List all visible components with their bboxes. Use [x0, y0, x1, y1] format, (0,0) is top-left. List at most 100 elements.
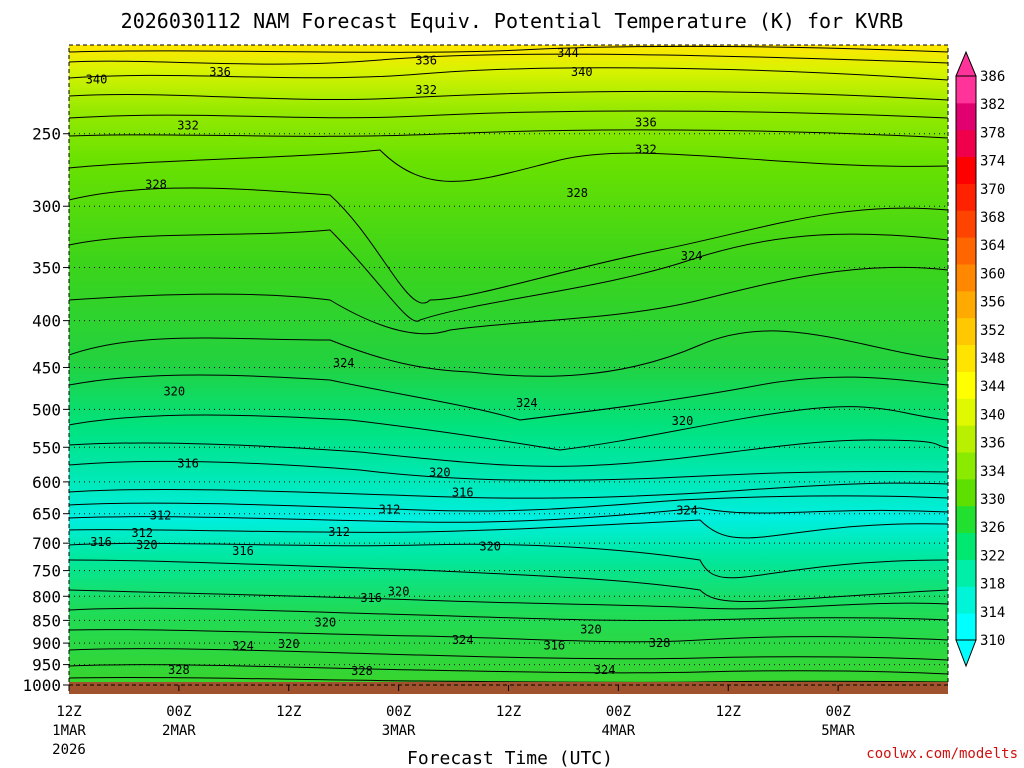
contour-line — [69, 229, 948, 322]
contour-label-text: 324 — [232, 639, 254, 653]
contour-line — [69, 187, 948, 304]
contour-label: 316 — [452, 485, 474, 499]
colorbar-segment — [956, 102, 976, 131]
contour-line — [69, 495, 948, 512]
contour-label: 324 — [676, 504, 698, 518]
contour-label-text: 332 — [177, 119, 199, 133]
colorbar-segment — [956, 371, 976, 399]
colorbar-segment — [956, 317, 976, 346]
colorbar-label: 336 — [980, 436, 1005, 452]
colorbar-label: 382 — [980, 97, 1005, 113]
contour-line — [69, 406, 948, 451]
y-tick-label: 750 — [32, 562, 61, 581]
colorbar-label: 368 — [980, 210, 1005, 226]
contour-label-text: 316 — [452, 485, 474, 499]
contour-label-text: 320 — [163, 384, 185, 398]
colorbar-label: 374 — [980, 154, 1005, 170]
x-tick-label: 00Z — [166, 704, 191, 720]
contour-label-text: 320 — [136, 538, 158, 552]
contour-line — [69, 67, 948, 81]
contour-line — [69, 110, 948, 119]
contour-label-text: 320 — [429, 465, 451, 479]
colorbar-label: 344 — [980, 379, 1005, 395]
contour-label: 328 — [566, 186, 588, 200]
contour-label: 332 — [177, 119, 199, 133]
contour-line — [69, 374, 948, 421]
contour-label-text: 320 — [315, 616, 337, 630]
x-tick-label: 12Z — [56, 704, 81, 720]
contour-label-text: 320 — [479, 540, 501, 554]
colorbar-segment — [956, 613, 976, 641]
contour-label: 324 — [594, 663, 616, 677]
contour-label-text: 316 — [177, 457, 199, 471]
colorbar-segment — [956, 183, 976, 211]
contour-label-text: 320 — [388, 584, 410, 598]
contour-label: 316 — [90, 535, 112, 549]
x-tick-date-label: 2MAR — [162, 723, 196, 739]
x-tick-year-label: 2026 — [52, 742, 86, 758]
contour-line — [69, 482, 948, 499]
y-tick-label: 550 — [32, 438, 61, 457]
contour-label: 344 — [557, 46, 579, 60]
contour-label-text: 312 — [131, 526, 153, 540]
contour-label: 312 — [150, 509, 172, 523]
contour-label: 316 — [360, 591, 382, 605]
colorbar-label: 340 — [980, 407, 1005, 423]
contour-label-text: 316 — [360, 591, 382, 605]
contour-label: 320 — [672, 414, 694, 428]
contour-line — [69, 559, 948, 603]
contour-label: 328 — [145, 177, 167, 191]
colorbar-segment — [956, 452, 976, 480]
colorbar-label: 314 — [980, 605, 1005, 621]
contour-label: 320 — [163, 384, 185, 398]
x-tick-label: 12Z — [276, 704, 301, 720]
theta-e-field — [69, 45, 948, 685]
colorbar-segment — [956, 264, 976, 292]
colorbar-segment — [956, 344, 976, 372]
x-tick-label: 00Z — [606, 704, 631, 720]
colorbar-segment — [956, 398, 976, 426]
contour-label-text: 320 — [672, 414, 694, 428]
y-tick-label: 450 — [32, 358, 61, 377]
y-tick-label: 250 — [32, 125, 61, 144]
contour-label: 320 — [429, 465, 451, 479]
x-tick-date-label: 4MAR — [602, 723, 636, 739]
contour-label: 312 — [328, 525, 350, 539]
colorbar-label: 348 — [980, 351, 1005, 367]
y-tick-label: 400 — [32, 312, 61, 331]
contour-label: 316 — [177, 457, 199, 471]
contour-label: 320 — [388, 584, 410, 598]
contour-line — [69, 266, 948, 335]
contour-label-text: 312 — [379, 502, 401, 516]
contour-label: 320 — [136, 538, 158, 552]
contour-value-labels: 336 344 340 336 340 332 332 336 332 328 328 324 324 3… — [86, 46, 703, 678]
contour-line — [69, 507, 948, 523]
y-tick-label: 350 — [32, 259, 61, 278]
colorbar-label: 326 — [980, 520, 1005, 536]
colorbar-label: 356 — [980, 295, 1005, 311]
contour-label-text: 332 — [415, 83, 437, 97]
chart-title: 2026030112 NAM Forecast Equiv. Potential… — [121, 9, 904, 33]
colorbar-label: 318 — [980, 577, 1005, 593]
colorbar-segment — [956, 478, 976, 507]
colorbar-segment — [956, 290, 976, 319]
contour-label-text: 328 — [145, 177, 167, 191]
y-tick-label: 850 — [32, 611, 61, 630]
y-axis-ticks: 250 300 350 400 450 500 550 600 650 700 750 800 850 9… — [22, 125, 69, 695]
colorbar: 310 314 318 322 326 330 334 336 340 344 348 352 356 3… — [955, 50, 1005, 668]
colorbar-label: 334 — [980, 464, 1005, 480]
contour-line — [69, 460, 948, 481]
contour-label-text: 324 — [676, 504, 698, 518]
colorbar-segment — [956, 586, 976, 614]
contour-label: 332 — [635, 142, 657, 156]
colorbar-label: 330 — [980, 492, 1005, 508]
contour-line — [69, 664, 948, 675]
contour-label-text: 328 — [566, 186, 588, 200]
contour-label-text: 316 — [543, 639, 565, 653]
contour-line — [69, 45, 948, 53]
contour-line — [69, 648, 948, 661]
contour-label: 328 — [351, 664, 373, 678]
colorbar-label: 378 — [980, 125, 1005, 141]
y-tick-label: 1000 — [22, 676, 61, 695]
